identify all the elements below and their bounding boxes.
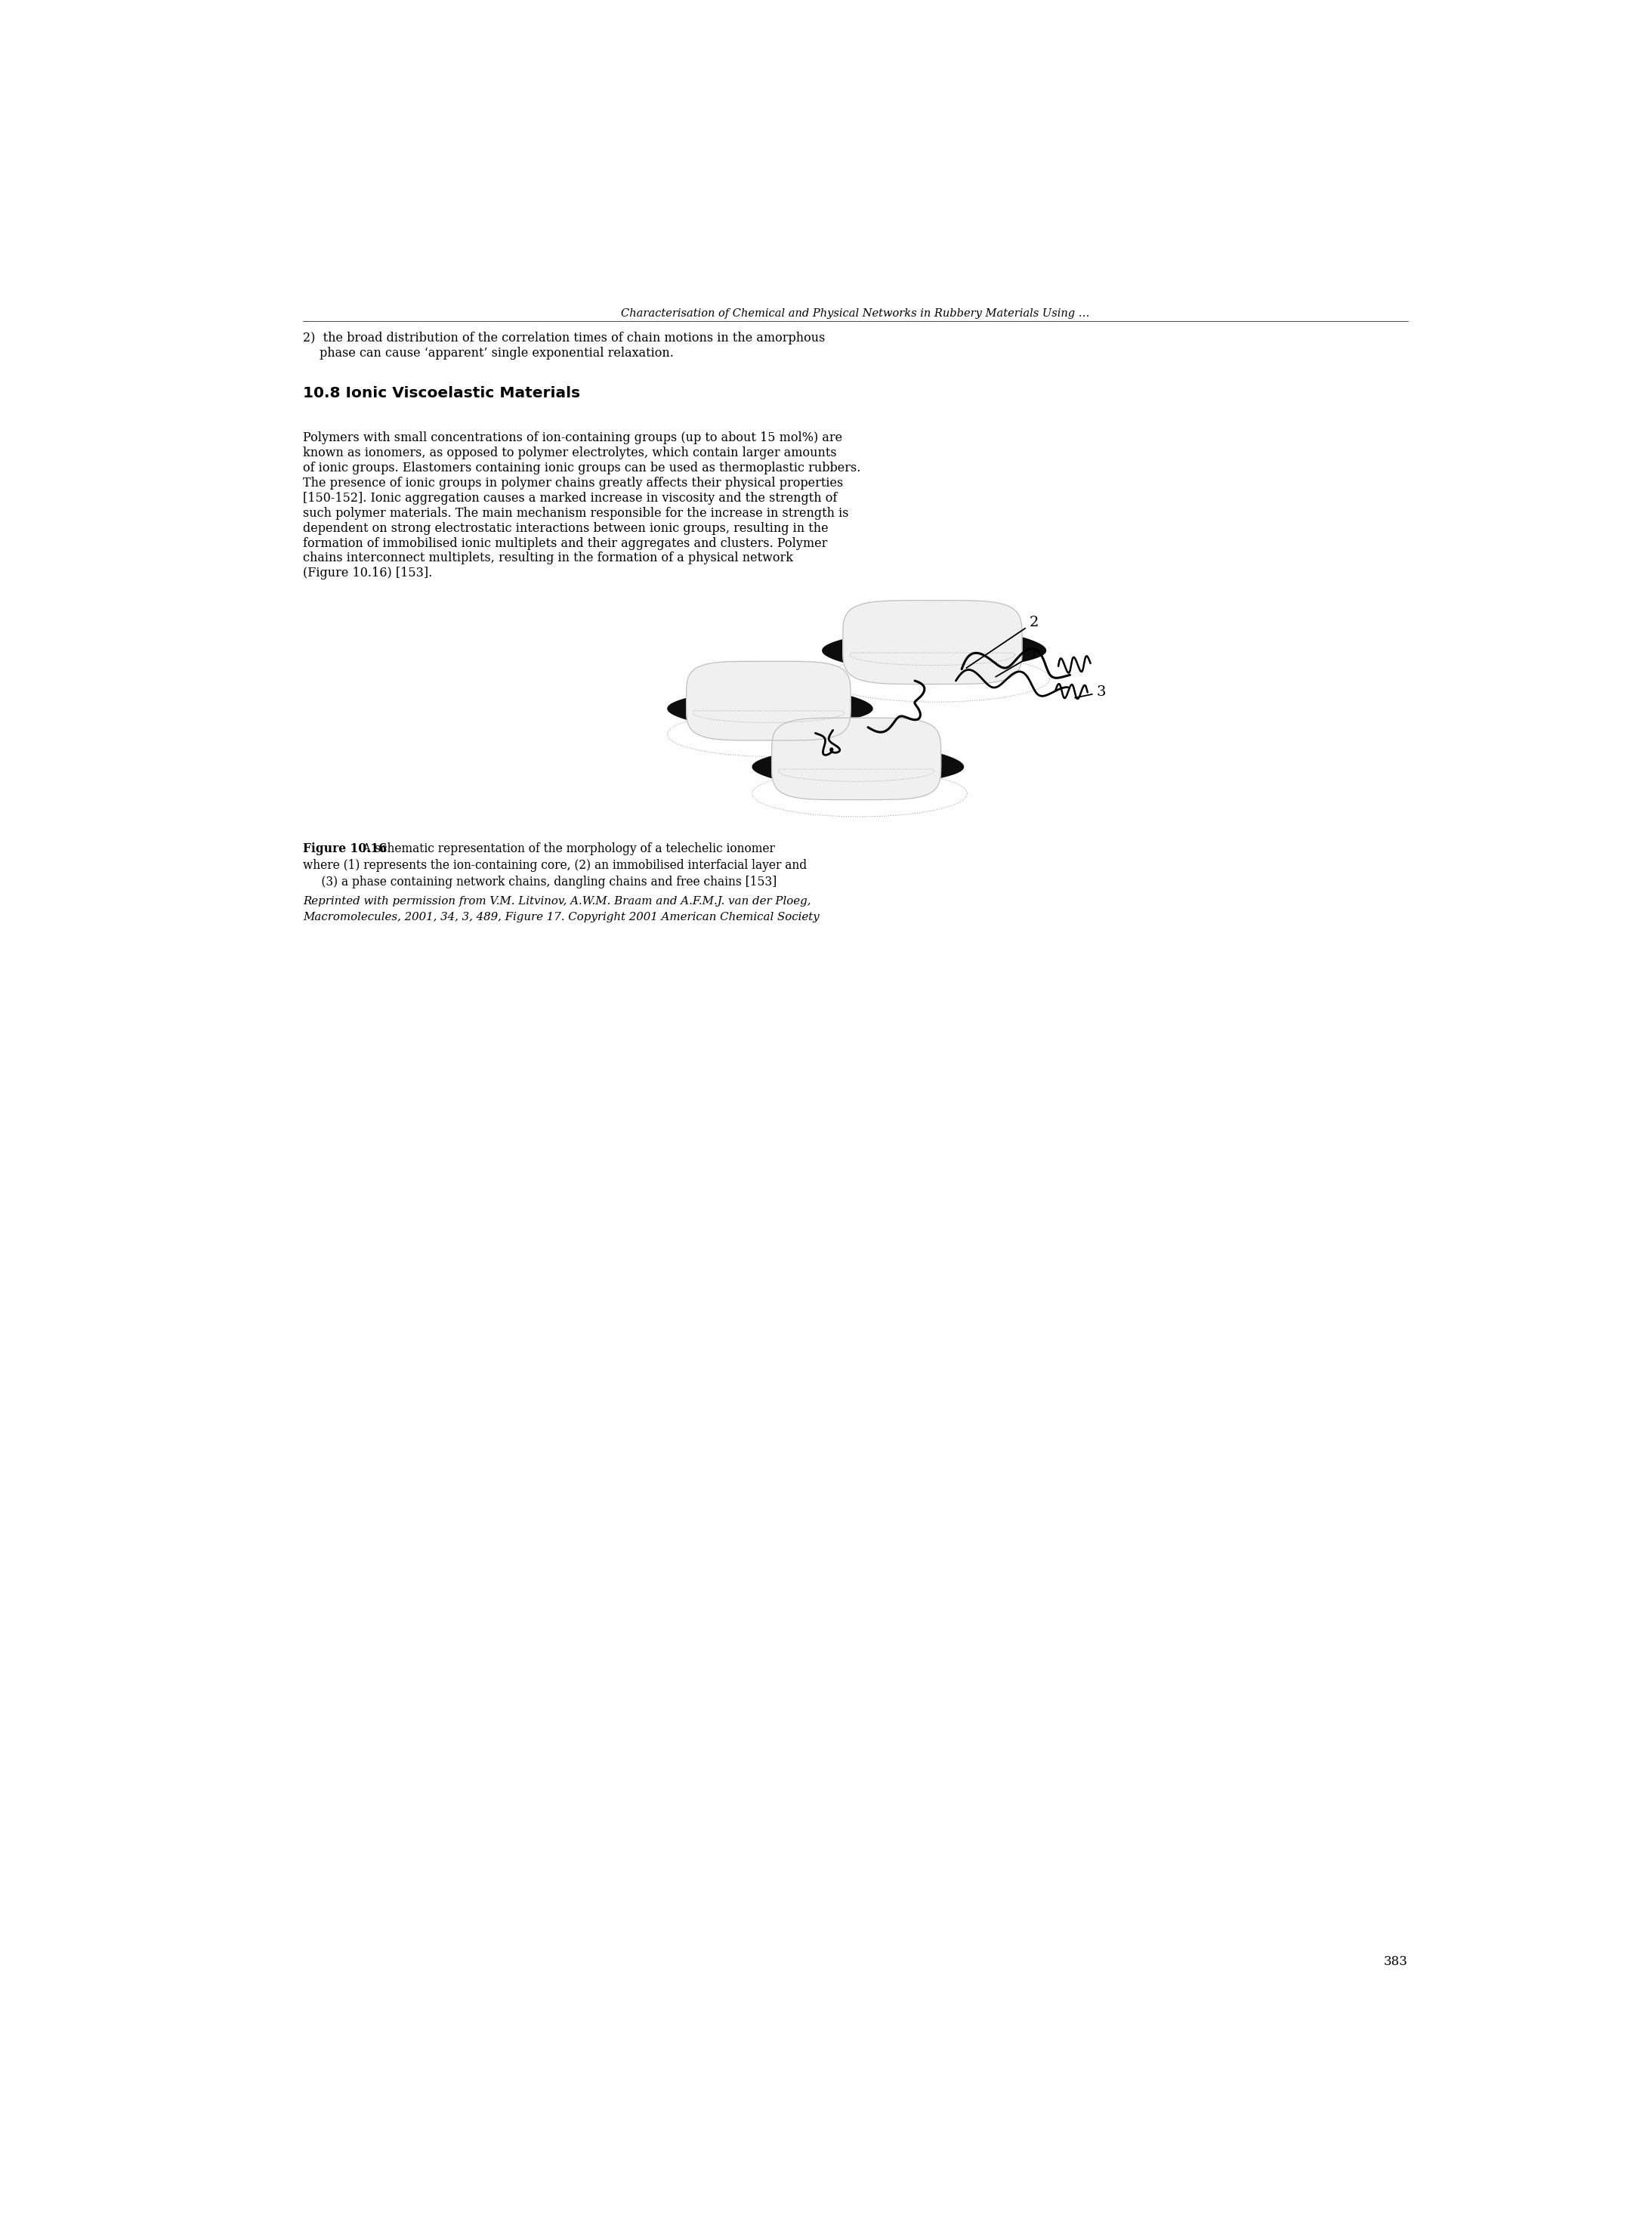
Text: 10.8 Ionic Viscoelastic Materials: 10.8 Ionic Viscoelastic Materials	[302, 386, 580, 402]
Polygon shape	[843, 600, 1023, 685]
Text: Characterisation of Chemical and Physical Networks in Rubbery Materials Using …: Characterisation of Chemical and Physica…	[621, 308, 1090, 319]
Text: of ionic groups. Elastomers containing ionic groups can be used as thermoplastic: of ionic groups. Elastomers containing i…	[302, 462, 861, 475]
Text: 1: 1	[996, 647, 1039, 676]
Polygon shape	[823, 629, 1046, 674]
Polygon shape	[753, 747, 963, 788]
Text: Figure 10.16: Figure 10.16	[302, 843, 387, 854]
Text: The presence of ionic groups in polymer chains greatly affects their physical pr: The presence of ionic groups in polymer …	[302, 477, 844, 489]
Text: chains interconnect multiplets, resulting in the formation of a physical network: chains interconnect multiplets, resultin…	[302, 551, 793, 564]
Text: Polymers with small concentrations of ion-containing groups (up to about 15 mol%: Polymers with small concentrations of io…	[302, 433, 843, 444]
Text: known as ionomers, as opposed to polymer electrolytes, which contain larger amou: known as ionomers, as opposed to polymer…	[302, 446, 838, 460]
Polygon shape	[771, 718, 942, 799]
Text: 383: 383	[1384, 1954, 1408, 1968]
Text: where (1) represents the ion-containing core, (2) an immobilised interfacial lay: where (1) represents the ion-containing …	[302, 859, 808, 872]
Text: 2: 2	[966, 616, 1039, 667]
Polygon shape	[667, 689, 872, 730]
Text: phase can cause ‘apparent’ single exponential relaxation.: phase can cause ‘apparent’ single expone…	[319, 346, 674, 359]
Text: [150-152]. Ionic aggregation causes a marked increase in viscosity and the stren: [150-152]. Ionic aggregation causes a ma…	[302, 491, 838, 504]
Text: (3) a phase containing network chains, dangling chains and free chains [153]: (3) a phase containing network chains, d…	[302, 875, 776, 888]
Text: Reprinted with permission from V.M. Litvinov, A.W.M. Braam and A.F.M.J. van der : Reprinted with permission from V.M. Litv…	[302, 897, 811, 906]
Text: Macromolecules, 2001, 34, 3, 489, Figure 17. Copyright 2001 American Chemical So: Macromolecules, 2001, 34, 3, 489, Figure…	[302, 912, 819, 924]
Text: 3: 3	[1075, 685, 1105, 698]
Polygon shape	[686, 660, 851, 741]
Text: such polymer materials. The main mechanism responsible for the increase in stren: such polymer materials. The main mechani…	[302, 506, 849, 520]
Text: A schematic representation of the morphology of a telechelic ionomer: A schematic representation of the morpho…	[358, 843, 775, 854]
Text: dependent on strong electrostatic interactions between ionic groups, resulting i: dependent on strong electrostatic intera…	[302, 522, 829, 535]
Text: 2)  the broad distribution of the correlation times of chain motions in the amor: 2) the broad distribution of the correla…	[302, 332, 826, 344]
Text: (Figure 10.16) [153].: (Figure 10.16) [153].	[302, 567, 433, 580]
Text: formation of immobilised ionic multiplets and their aggregates and clusters. Pol: formation of immobilised ionic multiplet…	[302, 538, 828, 549]
